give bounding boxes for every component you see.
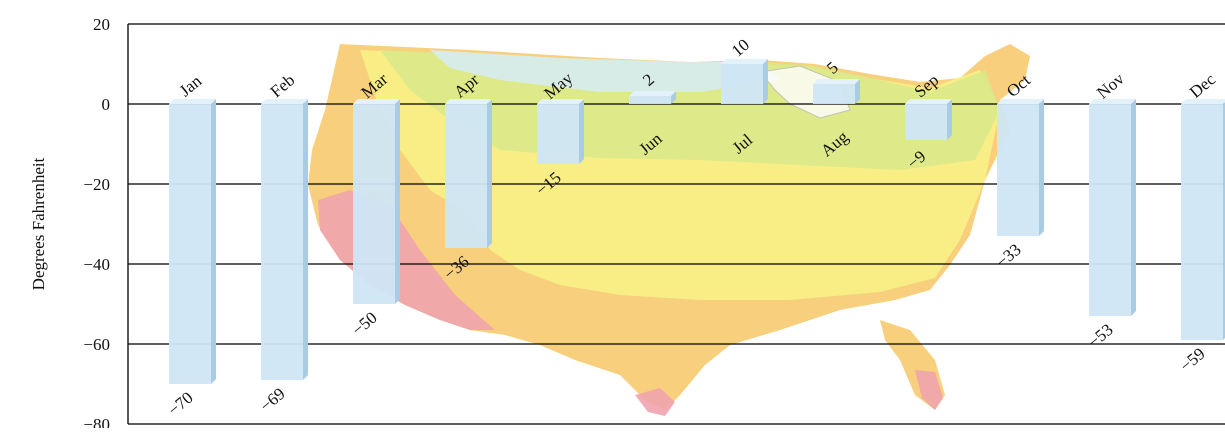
bar-top	[721, 59, 768, 64]
value-label-jan: −70	[164, 388, 197, 420]
y-tick-label: −40	[83, 255, 110, 274]
bar-front	[721, 64, 763, 104]
bar-jul	[721, 59, 768, 104]
bar-top	[1181, 99, 1225, 104]
y-tick-label: 0	[102, 95, 111, 114]
month-label-nov: Nov	[1093, 69, 1128, 103]
value-label-nov: −53	[1084, 320, 1117, 352]
bar-side	[763, 59, 768, 104]
value-label-feb: −69	[256, 384, 289, 416]
y-axis-label: Degrees Fahrenheit	[29, 157, 48, 290]
y-tick-label: 20	[93, 15, 110, 34]
month-label-feb: Feb	[267, 70, 299, 101]
bar-front	[629, 96, 671, 104]
bar-top	[261, 99, 308, 104]
bar-top	[169, 99, 216, 104]
bar-top	[629, 91, 676, 96]
bar-side	[211, 99, 216, 384]
bar-side	[487, 99, 492, 248]
bar-side	[671, 91, 676, 104]
map-red-texas	[635, 388, 675, 416]
bar-jan	[169, 99, 216, 384]
value-label-oct: −33	[992, 240, 1025, 272]
bar-front	[261, 104, 303, 380]
bar-top	[353, 99, 400, 104]
bar-side	[1131, 99, 1136, 316]
bar-front	[1181, 104, 1223, 340]
bar-front	[353, 104, 395, 304]
bar-side	[1039, 99, 1044, 236]
bar-side	[855, 79, 860, 104]
month-label-jan: Jan	[176, 71, 206, 100]
bar-side	[579, 99, 584, 164]
bar-top	[1089, 99, 1136, 104]
bar-front	[813, 84, 855, 104]
bar-side	[395, 99, 400, 304]
y-tick-label: −80	[83, 415, 110, 428]
bar-side	[947, 99, 952, 140]
bar-oct	[997, 99, 1044, 236]
value-label-jul: 10	[728, 35, 753, 60]
bar-front	[537, 104, 579, 164]
bar-feb	[261, 99, 308, 380]
bar-top	[445, 99, 492, 104]
bar-aug	[813, 79, 860, 104]
bar-side	[303, 99, 308, 380]
month-label-dec: Dec	[1186, 69, 1220, 101]
bar-mar	[353, 99, 400, 304]
bar-top	[997, 99, 1044, 104]
bar-front	[445, 104, 487, 248]
bar-may	[537, 99, 584, 164]
bar-front	[997, 104, 1039, 236]
bar-sep	[905, 99, 952, 140]
bar-nov	[1089, 99, 1136, 316]
bar-front	[169, 104, 211, 384]
bar-top	[905, 99, 952, 104]
map-red-florida	[915, 370, 943, 410]
bar-apr	[445, 99, 492, 248]
bar-dec	[1181, 99, 1225, 340]
value-label-dec: −59	[1176, 344, 1209, 376]
map-blue-zone	[430, 50, 780, 92]
bar-front	[1089, 104, 1131, 316]
y-tick-label: −60	[83, 335, 110, 354]
bar-jun	[629, 91, 676, 104]
bar-front	[905, 104, 947, 140]
y-tick-label: −20	[83, 175, 110, 194]
bar-top	[813, 79, 860, 84]
bar-top	[537, 99, 584, 104]
value-label-mar: −50	[348, 308, 381, 340]
